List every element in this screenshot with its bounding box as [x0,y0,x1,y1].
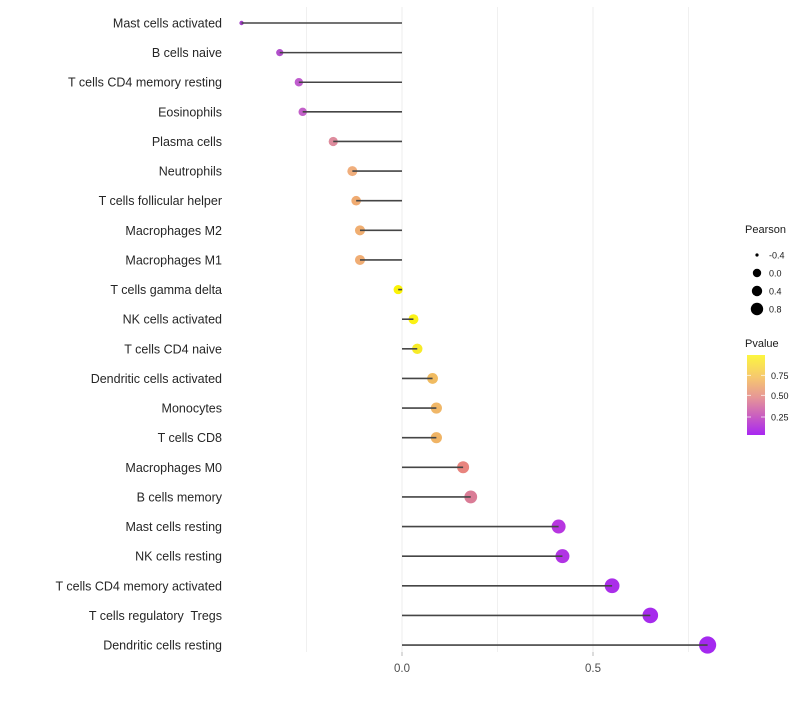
pearson-legend-dot [755,253,759,257]
y-axis-label: T cells CD4 memory resting [68,76,222,90]
y-axis-label: T cells CD4 memory activated [56,579,223,593]
y-axis-label: Mast cells activated [113,17,222,31]
lollipop-row [402,578,620,594]
y-axis-label: T cells CD4 naive [124,342,222,356]
lollipop-row [276,49,402,57]
lollipop-row [298,107,402,117]
pearson-legend-label: 0.8 [769,305,782,315]
lollipop-row [354,254,402,265]
plot-rows [239,20,717,654]
pearson-legend-label: -0.4 [769,251,785,261]
lollipop-row [402,343,423,355]
y-axis-label: NK cells activated [123,313,222,327]
y-axis-label: Monocytes [162,402,222,416]
y-axis-label: Mast cells resting [125,520,222,534]
y-axis-label: T cells follicular helper [99,194,222,208]
lollipop-row [393,284,403,295]
y-axis-label: Dendritic cells activated [91,372,222,386]
gridlines [306,7,689,652]
pvalue-color-legend: Pvalue 0.75 0.50 0.25 [745,338,789,435]
lollipop-row [347,166,402,177]
y-axis-label: Macrophages M2 [125,224,222,238]
lollipop-row [402,314,419,325]
lollipop-row [402,373,438,384]
pearson-legend-label: 0.4 [769,287,782,297]
lollipop-row [402,549,570,564]
y-axis-label: T cells CD8 [158,431,222,445]
pearson-size-legend: Pearson -0.4 0.0 0.4 0.8 [745,224,786,316]
y-axis-label: Macrophages M0 [125,461,222,475]
lollipop-row [402,636,717,654]
x-tick-label: 0.0 [394,663,410,675]
lollipop-row [354,225,402,236]
lollipop-row [402,490,478,504]
y-axis-label: Dendritic cells resting [103,639,222,653]
lollipop-row [402,519,566,534]
lollipop-row [294,78,402,87]
y-axis-label: Macrophages M1 [125,253,222,267]
lollipop-row [328,136,402,147]
y-axis-label: B cells naive [152,46,222,60]
y-axis-label: Plasma cells [152,135,222,149]
y-axis-label: T cells gamma delta [110,283,222,297]
pvalue-colorbar [747,355,765,435]
pvalue-legend-label: 0.75 [771,371,789,381]
x-axis: 0.0 0.5 [394,652,601,675]
lollipop-row [239,20,402,26]
pearson-legend-entries: -0.4 0.0 0.4 0.8 [750,251,785,316]
pearson-legend-title: Pearson [745,224,786,236]
x-tick-label: 0.5 [585,663,601,675]
pearson-legend-dot [750,302,764,316]
lollipop-row [402,432,442,444]
pvalue-legend-title: Pvalue [745,338,779,350]
pvalue-legend-label: 0.25 [771,413,789,423]
lollipop-row [402,402,442,414]
pearson-legend-label: 0.0 [769,269,782,279]
lollipop-row [402,461,470,474]
pvalue-legend-ticks: 0.75 0.50 0.25 [747,371,789,423]
y-axis-label: B cells memory [137,490,223,504]
y-axis-label: NK cells resting [135,550,222,564]
pvalue-legend-label: 0.50 [771,391,789,401]
y-axis-label: Neutrophils [159,165,222,179]
y-axis-label: T cells regulatory Tregs [89,609,222,623]
pearson-legend-dot [751,285,763,297]
lollipop-row [351,195,402,206]
y-axis-label: Eosinophils [158,105,222,119]
pearson-legend-dot [752,268,762,278]
y-axis-labels: Mast cells activated B cells naive T cells… [56,17,223,653]
lollipop-row [402,607,659,624]
